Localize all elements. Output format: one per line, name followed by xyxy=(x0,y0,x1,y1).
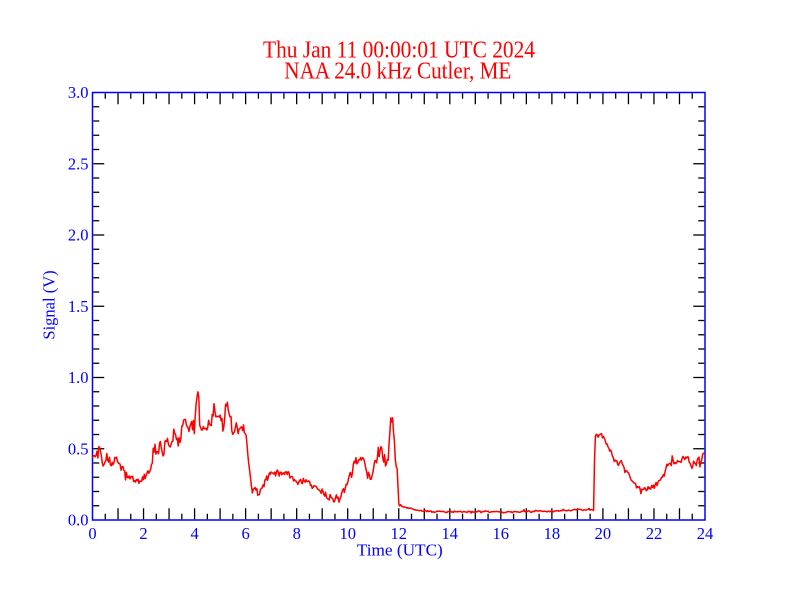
svg-text:0: 0 xyxy=(88,524,96,543)
svg-text:2: 2 xyxy=(139,524,147,543)
svg-text:12: 12 xyxy=(391,524,408,543)
svg-text:4: 4 xyxy=(190,524,198,543)
svg-text:10: 10 xyxy=(339,524,356,543)
svg-text:16: 16 xyxy=(493,524,510,543)
svg-text:1.5: 1.5 xyxy=(68,297,89,316)
svg-text:24: 24 xyxy=(697,524,714,543)
svg-text:Time (UTC): Time (UTC) xyxy=(357,540,443,559)
svg-text:20: 20 xyxy=(595,524,612,543)
svg-text:14: 14 xyxy=(442,524,459,543)
svg-text:8: 8 xyxy=(293,524,301,543)
svg-text:18: 18 xyxy=(544,524,561,543)
svg-text:0.5: 0.5 xyxy=(68,439,89,458)
svg-text:6: 6 xyxy=(241,524,249,543)
svg-text:NAA 24.0 kHz Cutler, ME: NAA 24.0 kHz Cutler, ME xyxy=(284,59,511,85)
svg-text:0.0: 0.0 xyxy=(68,511,89,530)
svg-text:22: 22 xyxy=(646,524,663,543)
svg-text:1.0: 1.0 xyxy=(68,368,89,387)
svg-text:Signal (V): Signal (V) xyxy=(40,270,59,339)
svg-text:2.5: 2.5 xyxy=(68,154,89,173)
svg-text:2.0: 2.0 xyxy=(68,226,89,245)
svg-text:3.0: 3.0 xyxy=(68,83,89,102)
svg-text:Thu Jan 11 00:00:01 UTC 2024: Thu Jan 11 00:00:01 UTC 2024 xyxy=(263,38,535,64)
